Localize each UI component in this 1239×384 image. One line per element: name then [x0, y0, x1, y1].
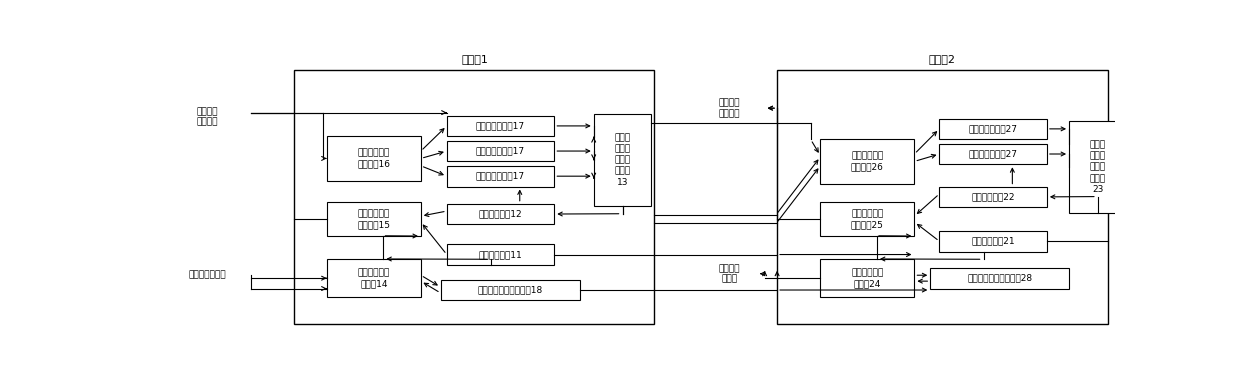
- FancyBboxPatch shape: [447, 166, 554, 187]
- Text: 秒脉冲发送处
理模块14: 秒脉冲发送处 理模块14: [358, 268, 390, 288]
- FancyBboxPatch shape: [327, 136, 421, 180]
- Text: 第二信
号采集
处理控
制模块
23: 第二信 号采集 处理控 制模块 23: [1090, 141, 1106, 194]
- Text: 第一下变频模块17: 第一下变频模块17: [476, 121, 525, 131]
- FancyBboxPatch shape: [447, 141, 554, 161]
- FancyBboxPatch shape: [820, 202, 914, 236]
- FancyBboxPatch shape: [930, 268, 1069, 288]
- Text: 第二数据发送接收模块28: 第二数据发送接收模块28: [968, 274, 1032, 283]
- Text: 第二晶振模块22: 第二晶振模块22: [971, 192, 1015, 201]
- Text: 第二下变频模块27: 第二下变频模块27: [969, 124, 1017, 133]
- Text: 标准频率
信号输入: 标准频率 信号输入: [197, 108, 218, 127]
- Text: 第一下变频模块17: 第一下变频模块17: [476, 172, 525, 181]
- Text: 标准频率
信号输出: 标准频率 信号输出: [719, 98, 740, 118]
- FancyBboxPatch shape: [327, 259, 421, 298]
- Text: 第一信
号采集
处理控
制模块
13: 第一信 号采集 处理控 制模块 13: [615, 133, 631, 187]
- FancyBboxPatch shape: [939, 119, 1047, 139]
- Text: 第二信号综合
调制模块25: 第二信号综合 调制模块25: [851, 209, 883, 229]
- Text: 第一分时模块11: 第一分时模块11: [478, 250, 523, 259]
- FancyBboxPatch shape: [447, 116, 554, 136]
- FancyBboxPatch shape: [939, 187, 1047, 207]
- FancyBboxPatch shape: [820, 259, 914, 298]
- Text: 第一晶振模块12: 第一晶振模块12: [478, 210, 523, 218]
- Text: 第一下变频模块17: 第一下变频模块17: [476, 147, 525, 156]
- Text: 秒脉冲信
号输出: 秒脉冲信 号输出: [719, 264, 740, 283]
- Text: 第二信号探测
解调模块26: 第二信号探测 解调模块26: [851, 151, 883, 171]
- Text: 第二下变频模块27: 第二下变频模块27: [969, 149, 1017, 159]
- FancyBboxPatch shape: [939, 144, 1047, 164]
- Text: 第一数据发送接收模块18: 第一数据发送接收模块18: [477, 286, 543, 295]
- FancyBboxPatch shape: [820, 139, 914, 184]
- Text: 本地端1: 本地端1: [461, 55, 488, 65]
- FancyBboxPatch shape: [939, 231, 1047, 252]
- FancyBboxPatch shape: [327, 202, 421, 236]
- Text: 第一信号综合
调制模块15: 第一信号综合 调制模块15: [357, 209, 390, 229]
- FancyBboxPatch shape: [593, 114, 652, 206]
- FancyBboxPatch shape: [447, 204, 554, 224]
- Text: 秒脉冲信号输入: 秒脉冲信号输入: [188, 271, 227, 280]
- Text: 秒脉冲接收处
理模块24: 秒脉冲接收处 理模块24: [851, 268, 883, 288]
- Text: 远地端2: 远地端2: [929, 55, 955, 65]
- FancyBboxPatch shape: [447, 244, 554, 265]
- Text: 第一信号探测
解调模块16: 第一信号探测 解调模块16: [357, 148, 390, 169]
- Text: 第二分时模块21: 第二分时模块21: [971, 237, 1015, 246]
- FancyBboxPatch shape: [1069, 121, 1126, 213]
- FancyBboxPatch shape: [441, 280, 580, 300]
